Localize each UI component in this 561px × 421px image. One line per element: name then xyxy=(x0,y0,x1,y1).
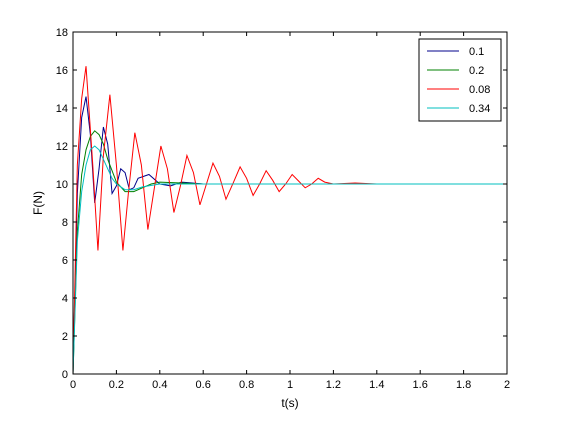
y-tick-label: 14 xyxy=(56,103,68,115)
axis-ticks-layer: 0 0.2 0.4 0.6 0.8 1 1.2 1.4 1.6 1.8 2 0 2 4 6 8 10 12 14 16… xyxy=(56,27,510,391)
y-axis-title: F(N) xyxy=(31,191,45,215)
x-tick-label: 0.4 xyxy=(152,379,167,391)
y-tick-label: 0 xyxy=(62,369,68,381)
y-tick-label: 12 xyxy=(56,141,68,153)
y-tick-label: 4 xyxy=(62,293,68,305)
series-line-2 xyxy=(72,66,507,375)
y-tick-label: 8 xyxy=(62,217,68,229)
x-tick-label: 0.8 xyxy=(239,379,254,391)
x-tick-label: 0 xyxy=(70,379,76,391)
plot-series-layer xyxy=(72,66,507,375)
legend-box xyxy=(418,38,502,122)
x-tick-label: 0.6 xyxy=(196,379,211,391)
x-tick-label: 1.2 xyxy=(326,379,341,391)
x-axis-title: t(s) xyxy=(281,396,298,410)
x-tick-label: 1.8 xyxy=(456,379,471,391)
x-tick-label: 1.6 xyxy=(413,379,428,391)
y-tick-label: 16 xyxy=(56,65,68,77)
legend-label: 0.08 xyxy=(469,84,490,96)
y-tick-label: 6 xyxy=(62,255,68,267)
legend: 0.1 0.2 0.08 0.34 xyxy=(418,38,502,122)
y-tick-label: 10 xyxy=(56,179,68,191)
series-line-3 xyxy=(72,145,507,375)
x-tick-label: 0.2 xyxy=(109,379,124,391)
x-tick-label: 2 xyxy=(504,379,510,391)
x-tick-label: 1.4 xyxy=(369,379,384,391)
x-tick-label: 1 xyxy=(287,379,293,391)
legend-label: 0.34 xyxy=(469,103,490,115)
legend-label: 0.1 xyxy=(469,46,484,58)
legend-label: 0.2 xyxy=(469,65,484,77)
y-tick-label: 2 xyxy=(62,331,68,343)
y-tick-label: 18 xyxy=(56,27,68,39)
